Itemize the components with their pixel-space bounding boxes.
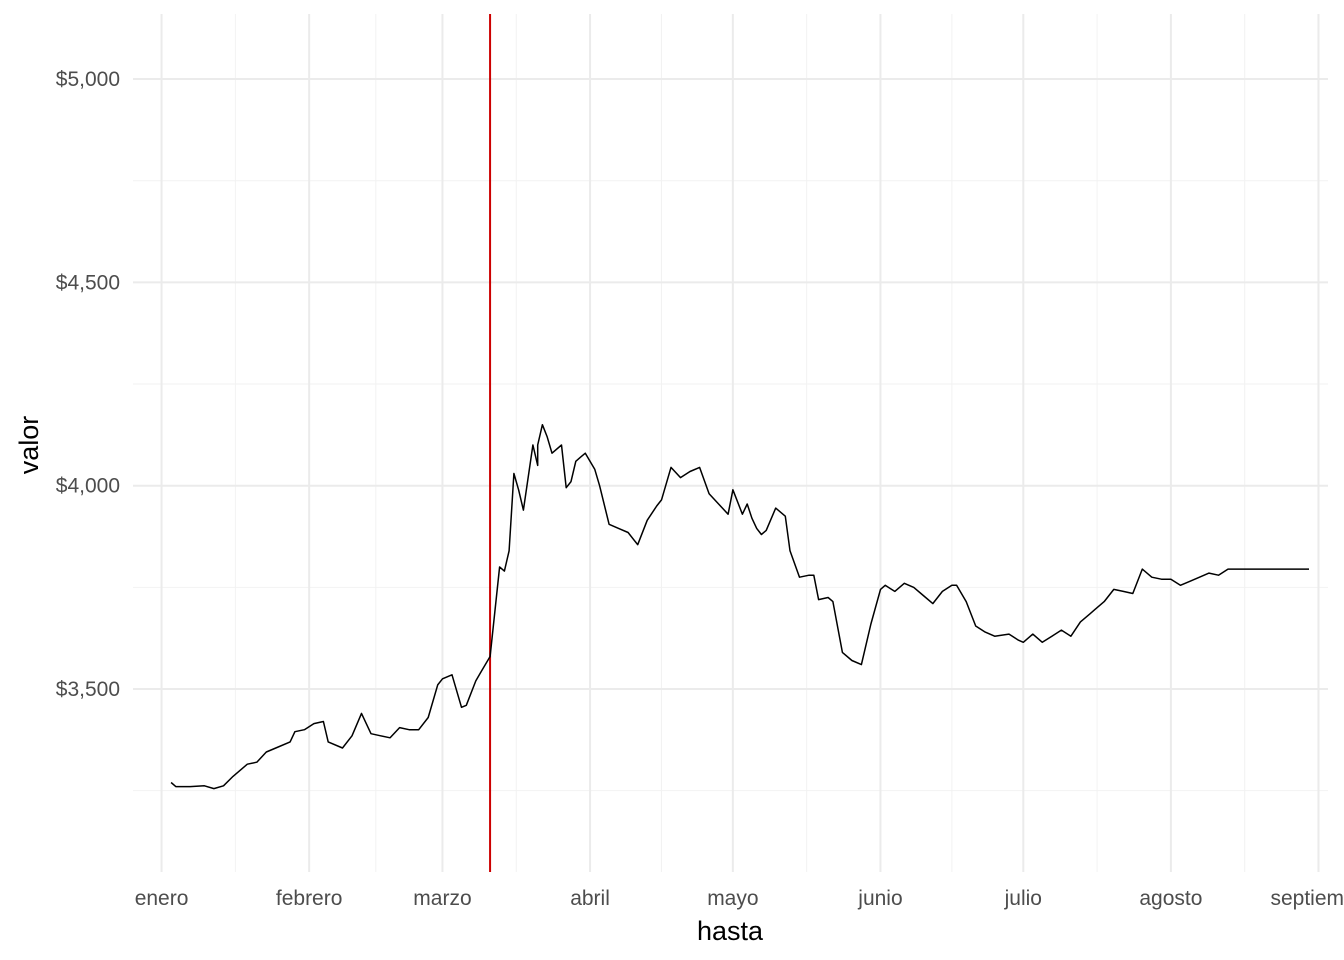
- y-axis-title: valor: [14, 416, 44, 475]
- y-tick-label: $4,000: [56, 475, 120, 498]
- x-tick-label: agosto: [1139, 887, 1202, 910]
- major-gridlines-y: [133, 78, 1328, 691]
- minor-gridlines-y: [133, 180, 1328, 792]
- x-tick-label: julio: [1004, 887, 1042, 910]
- minor-gridlines-x: [234, 14, 1246, 872]
- major-gridlines-x: [160, 14, 1320, 872]
- y-tick-label: $4,500: [56, 271, 120, 294]
- x-tick-label: junio: [857, 887, 902, 910]
- x-tick-label: febrero: [276, 887, 343, 910]
- x-tick-label: enero: [135, 887, 189, 910]
- y-tick-label: $3,500: [56, 678, 120, 701]
- x-tick-label: abril: [570, 887, 610, 910]
- series-line: [170, 423, 1309, 790]
- x-tick-labels: enero febrero marzo abril mayo junio julio agos…: [135, 887, 1344, 910]
- x-tick-label: marzo: [413, 887, 471, 910]
- y-tick-labels: $3,500 $4,000 $4,500 $5,000: [56, 68, 120, 701]
- x-tick-label: mayo: [707, 887, 758, 910]
- x-axis-title: hasta: [697, 916, 764, 946]
- y-tick-label: $5,000: [56, 68, 120, 91]
- x-tick-label: septiem: [1270, 887, 1344, 910]
